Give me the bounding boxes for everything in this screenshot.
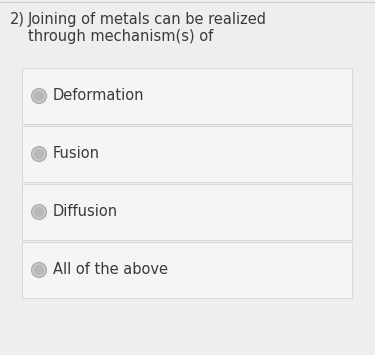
- Text: Diffusion: Diffusion: [53, 204, 118, 219]
- Text: All of the above: All of the above: [53, 262, 168, 278]
- Circle shape: [32, 262, 46, 278]
- Circle shape: [34, 265, 44, 275]
- Text: Deformation: Deformation: [53, 88, 144, 104]
- Circle shape: [34, 149, 44, 159]
- Circle shape: [34, 91, 44, 101]
- Text: through mechanism(s) of: through mechanism(s) of: [28, 29, 213, 44]
- Circle shape: [32, 204, 46, 219]
- Circle shape: [32, 147, 46, 162]
- Circle shape: [34, 207, 44, 217]
- Circle shape: [32, 88, 46, 104]
- FancyBboxPatch shape: [22, 242, 352, 298]
- FancyBboxPatch shape: [22, 68, 352, 124]
- Text: Fusion: Fusion: [53, 147, 100, 162]
- FancyBboxPatch shape: [22, 184, 352, 240]
- FancyBboxPatch shape: [22, 126, 352, 182]
- Text: Joining of metals can be realized: Joining of metals can be realized: [28, 12, 267, 27]
- Text: 2): 2): [10, 12, 25, 27]
